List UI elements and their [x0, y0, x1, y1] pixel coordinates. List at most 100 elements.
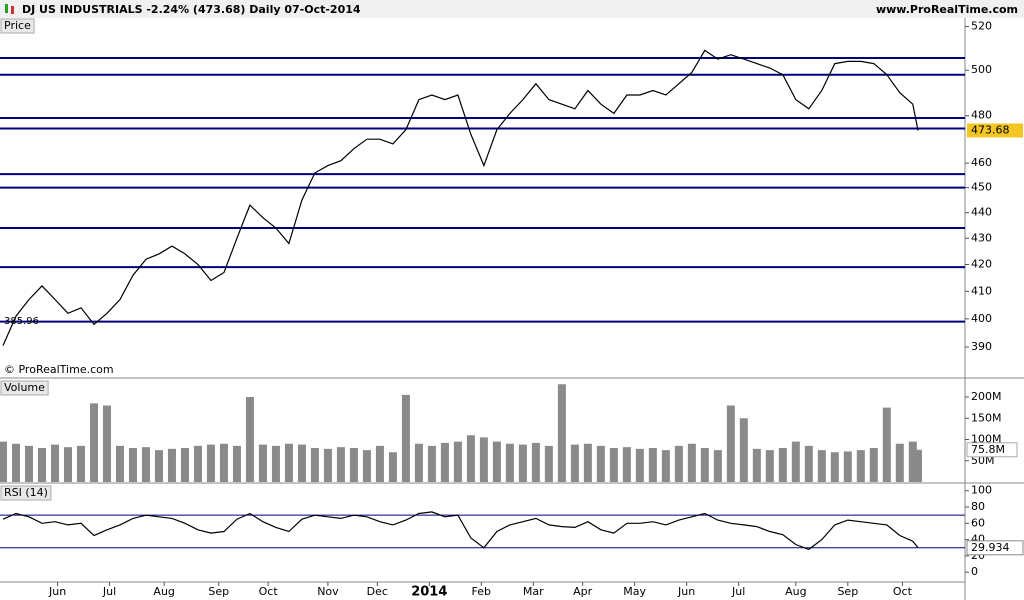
x-tick-label: Sep: [208, 585, 229, 598]
bar: [297, 444, 306, 482]
x-tick-label: Nov: [317, 585, 339, 598]
current-value-box: [966, 442, 1018, 458]
bar: [193, 445, 202, 482]
last-value-box: [967, 123, 1023, 138]
bar: [323, 448, 332, 482]
bar: [453, 441, 462, 482]
y-tick-label: 460: [971, 156, 992, 169]
bar: [817, 450, 826, 482]
y-tick-label: 440: [971, 206, 992, 219]
bar: [765, 450, 774, 482]
bar: [206, 444, 215, 482]
y-tick-label: 480: [971, 109, 992, 122]
y-tick-label: 390: [971, 340, 992, 353]
bar: [531, 442, 540, 482]
bar: [24, 445, 33, 482]
x-tick-label: Apr: [573, 585, 593, 598]
last-value-box: [966, 540, 1024, 556]
x-tick-label: Aug: [785, 585, 806, 598]
bar: [63, 447, 72, 482]
x-tick-label: Oct: [259, 585, 279, 598]
bar: [154, 450, 163, 482]
x-tick-label: Jul: [731, 585, 745, 598]
bar: [310, 448, 319, 482]
bar: [50, 444, 59, 482]
y-tick-label: 0: [971, 565, 978, 578]
x-tick-label: 2014: [411, 585, 447, 600]
bar: [674, 445, 683, 482]
bar: [349, 448, 358, 482]
y-tick-label: 60: [971, 516, 985, 529]
bar: [648, 448, 657, 482]
bar: [466, 435, 475, 482]
bar: [687, 443, 696, 482]
bar: [869, 448, 878, 482]
y-tick-label: 400: [971, 312, 992, 325]
bar: [622, 447, 631, 482]
bar: [583, 443, 592, 482]
bar: [739, 418, 748, 482]
bar: [76, 445, 85, 482]
bar: [414, 443, 423, 482]
panel-title: RSI (14): [4, 486, 48, 499]
y-tick-label: 500: [971, 63, 992, 76]
y-tick-label: 430: [971, 231, 992, 244]
bar: [726, 405, 735, 482]
y-tick-label: 150M: [971, 411, 1002, 424]
panel-title: Volume: [4, 381, 45, 394]
y-tick-label: 420: [971, 257, 992, 270]
x-tick-label: Jul: [102, 585, 116, 598]
bar: [180, 448, 189, 482]
chart-title: DJ US INDUSTRIALS -2.24% (473.68) Daily …: [22, 3, 361, 16]
bar: [37, 448, 46, 482]
bar: [245, 397, 254, 482]
x-tick-label: Mar: [523, 585, 544, 598]
bar: [544, 445, 553, 482]
bar: [914, 449, 922, 482]
bar: [219, 443, 228, 482]
bar: [635, 448, 644, 482]
bar: [570, 444, 579, 482]
x-tick-label: Dec: [367, 585, 388, 598]
bar: [115, 445, 124, 482]
bar: [232, 445, 241, 482]
current-value-label: 75.8M: [971, 443, 1005, 456]
y-tick-label: 80: [971, 500, 985, 513]
y-tick-label: 100M: [971, 433, 1002, 446]
data-line: [2, 49, 919, 346]
bar: [505, 443, 514, 482]
bar: [128, 448, 137, 482]
bar: [440, 442, 449, 482]
panel-title-box: [0, 18, 35, 34]
x-tick-label: Aug: [153, 585, 174, 598]
x-tick-label: May: [623, 585, 646, 598]
bar: [895, 443, 904, 482]
last-value-label: 473.68: [971, 123, 1010, 136]
header-bar: [0, 0, 1024, 18]
bar: [752, 448, 761, 482]
y-tick-label: 100: [971, 484, 992, 497]
bar: [700, 448, 709, 482]
logo: [5, 4, 14, 14]
data-line: [2, 511, 919, 551]
y-tick-label: 410: [971, 284, 992, 297]
bar: [271, 445, 280, 482]
bar: [882, 407, 891, 482]
bar: [713, 450, 722, 482]
x-tick-label: Sep: [837, 585, 858, 598]
watermark: © ProRealTime.com: [4, 363, 114, 376]
x-tick-label: Feb: [472, 585, 491, 598]
bar: [258, 444, 267, 482]
bar: [141, 447, 150, 482]
bar: [557, 384, 566, 482]
panel-title-box: [0, 380, 49, 396]
bar: [11, 443, 20, 482]
bar: [102, 405, 111, 482]
site-link[interactable]: www.ProRealTime.com: [876, 3, 1018, 16]
bar: [284, 443, 293, 482]
bar: [804, 445, 813, 482]
y-tick-label: 200M: [971, 390, 1002, 403]
bar: [362, 450, 371, 482]
